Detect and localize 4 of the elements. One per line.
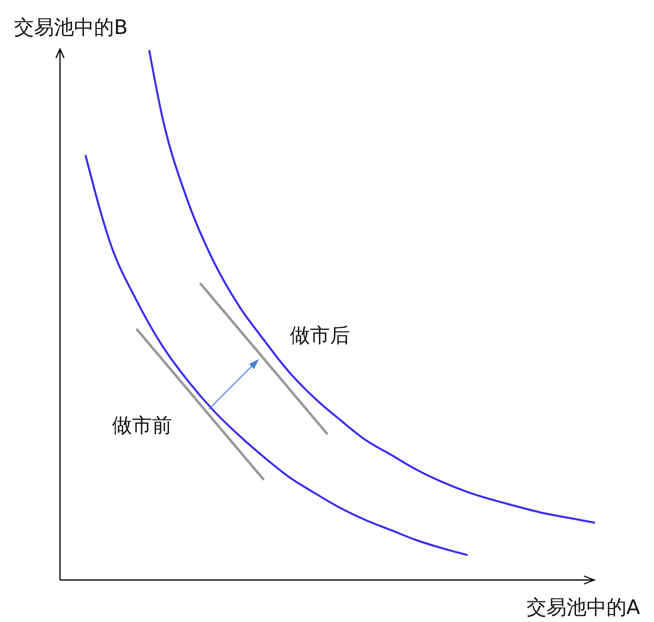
y-axis-title: 交易池中的B xyxy=(14,14,128,41)
x-axis-title: 交易池中的A xyxy=(526,594,640,621)
annotation: 做市前 xyxy=(112,412,172,439)
annotation: 做市后 xyxy=(290,322,350,349)
